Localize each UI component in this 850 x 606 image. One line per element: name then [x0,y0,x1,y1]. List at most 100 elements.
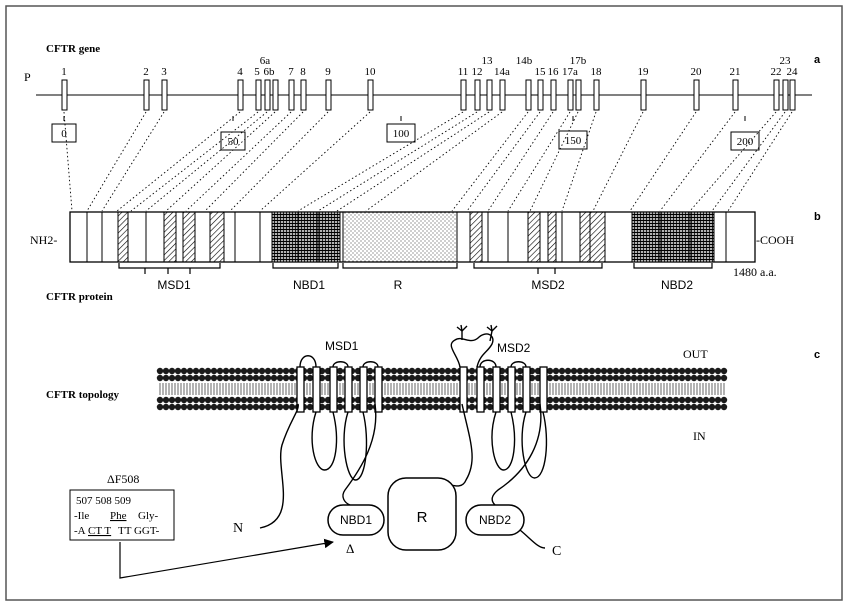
exon-label: 16 [548,66,560,78]
r-bracket [342,263,458,269]
exon-label: 10 [365,66,377,78]
glycan-1 [456,324,468,332]
nbd1-bracket [272,263,339,269]
domain-msd1-label: MSD1 [157,278,191,292]
nbd1-domain [327,504,385,536]
exon-6b [272,79,279,111]
exon-label: 14b [516,55,533,67]
domain-nbd2-label: NBD2 [661,278,693,292]
exon-label: 6a [260,55,271,67]
exon-16 [550,79,557,111]
exon-label: 20 [691,66,703,78]
nbd2-label: NBD2 [479,513,511,527]
exon-11 [460,79,467,111]
exon-24 [789,79,796,111]
aa-phe: Phe [110,510,127,522]
exon-14b [525,79,532,111]
protein-title: CFTR protein [46,291,113,303]
exon-19 [640,79,647,111]
scale-box [730,131,760,151]
cterm-label: -COOH [756,233,794,247]
transmembrane-helices [296,366,548,413]
exon-label: 4 [237,66,243,78]
msd2-bracket [473,263,603,274]
membrane-loops [299,330,548,481]
tm-helix [522,366,531,413]
exon-8 [300,79,307,111]
exon-label: 5 [254,66,260,78]
exon-label: 19 [638,66,650,78]
cytoplasmic-strands [259,403,546,549]
exon-9 [325,79,332,111]
topology-msd1-label: MSD1 [325,339,359,353]
tm-helix [459,366,468,413]
msd1-bracket [118,263,221,274]
exon-label: 22 [771,66,782,78]
tm-helix [329,366,338,413]
exon-6a [264,79,271,111]
exon-label: 24 [787,66,799,78]
exon-label: 1 [61,66,67,78]
exon-15 [537,79,544,111]
tm-helix [296,366,305,413]
dna-a: -A [74,525,86,537]
n-terminal-tail [259,403,299,529]
aa-ile: -Ile [74,510,89,522]
nbd2-bracket [633,263,713,269]
promoter-label: P [24,70,31,84]
exon-1 [61,79,68,111]
tm-helix [539,366,548,413]
mutation-arrow [119,538,334,579]
glycosylation-sites [456,324,498,332]
nbd1-label: NBD1 [340,513,372,527]
exon-label: 7 [288,66,294,78]
scale-box [51,123,77,143]
glycan-2 [486,324,498,332]
exon-label: 23 [780,55,792,67]
tm-helix [476,366,485,413]
domain-r-label: R [394,278,403,292]
scale-label: 100 [393,128,410,140]
topology-msd2-label: MSD2 [497,341,531,355]
r-domain-label: R [417,509,428,526]
exon-18 [593,79,600,111]
tm-helix [507,366,516,413]
in-label: IN [693,429,706,443]
delta-label: Δ [346,541,354,556]
exon-label: 9 [325,66,331,78]
panel-a-label: a [814,54,821,66]
tm-helix [312,366,321,413]
exon-label: 21 [730,66,741,78]
tm-helix [359,366,368,413]
exon-label: 17a [562,66,578,78]
panel-c-label: c [814,349,820,361]
exon-21 [732,79,739,111]
exon-12 [474,79,481,111]
exon-10 [367,79,374,111]
protein-outline [69,211,756,263]
exon-label: 8 [300,66,306,78]
mutation-title: ΔF508 [107,472,139,486]
protein-length-label: 1480 a.a. [733,265,777,279]
exon-2 [143,79,150,111]
domain-nbd1-label: NBD1 [293,278,325,292]
scale-layer: 0 50 100 150 200 [51,116,760,151]
r-domain [387,477,457,551]
topology-title: CFTR topology [46,389,120,401]
exon-17b [575,79,582,111]
protein-bar [69,211,756,263]
msd2-nbd2-linker [491,403,542,506]
scale-label: 50 [228,136,240,148]
exon-label: 3 [161,66,167,78]
membrane-bilayer [156,367,728,411]
dna-ctt: CT T [88,525,111,537]
tm-helix [374,366,383,413]
exon-label: 18 [591,66,603,78]
exon-23 [782,79,789,111]
msd1-nbd1-linker [342,403,377,506]
dna-rest: TT GGT- [118,525,160,537]
exon-4 [237,79,244,111]
